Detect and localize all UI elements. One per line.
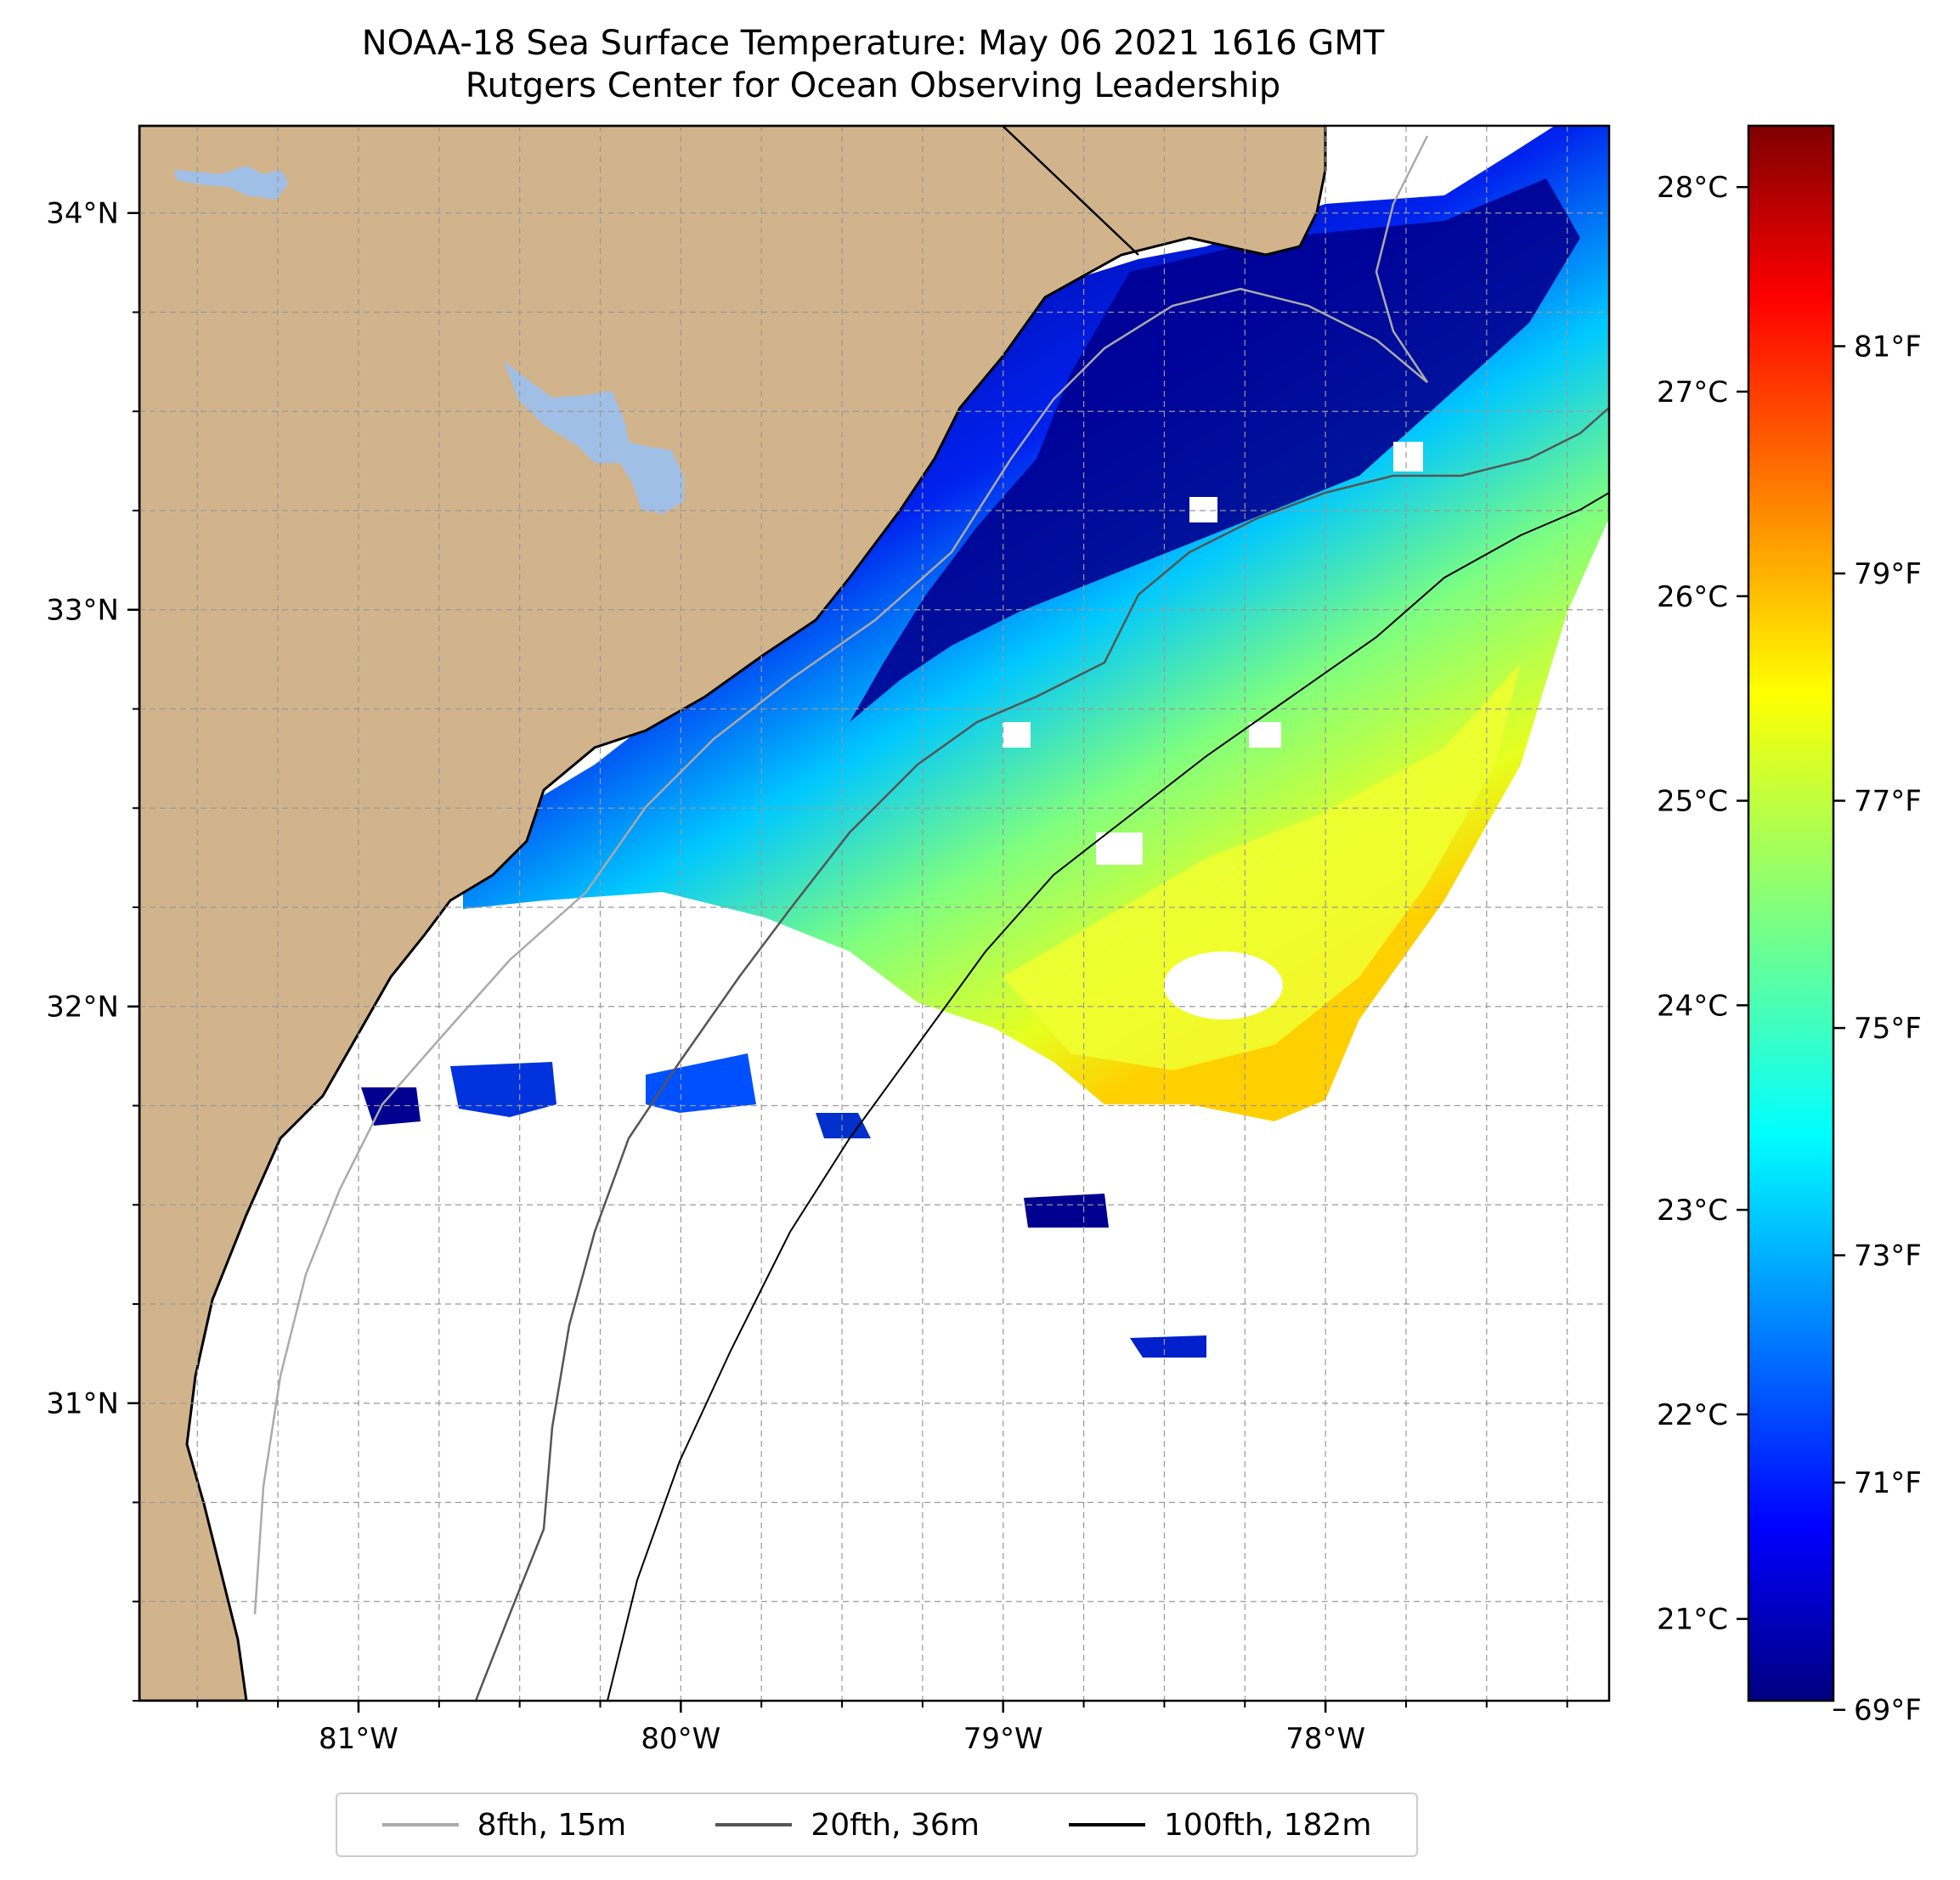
colorbar-ticks: 21°C 22°C 23°C 24°C 25°C 26°C 27°C 28°C 69°F 71°F… <box>1657 171 1922 1727</box>
celsius-tick-label: 23°C <box>1657 1194 1728 1228</box>
isobath-15m <box>253 135 1429 1615</box>
cloud-gap <box>1189 497 1217 522</box>
colorbar <box>1747 124 1835 1702</box>
y-tick-label: 32°N <box>46 991 119 1025</box>
title-line-1: NOAA-18 Sea Surface Temperature: May 06 … <box>361 24 1385 63</box>
x-tick-label: 81°W <box>319 1722 398 1756</box>
cloud-gap <box>1003 722 1031 748</box>
fahrenheit-tick-label: 69°F <box>1854 1694 1922 1728</box>
celsius-tick-label: 28°C <box>1657 171 1728 205</box>
lake <box>504 361 684 514</box>
celsius-tick-label: 22°C <box>1657 1398 1728 1432</box>
sst-patch <box>1130 1335 1206 1358</box>
chart-title: NOAA-18 Sea Surface Temperature: May 06 … <box>0 22 1746 107</box>
axis-labels: 81°W 80°W 79°W 78°W 34°N 33°N 32°N 31°N <box>46 197 1568 1756</box>
state-border <box>1002 126 1139 256</box>
fahrenheit-tick-label: 75°F <box>1854 1012 1922 1046</box>
land-mass <box>139 126 1327 1701</box>
fahrenheit-tick-label: 77°F <box>1854 785 1922 819</box>
cloud-gap <box>1096 833 1143 865</box>
legend-item-100fth: 100fth, 182m <box>1069 1808 1371 1843</box>
legend-label: 20fth, 36m <box>811 1807 980 1843</box>
legend-item-20fth: 20fth, 36m <box>715 1808 980 1843</box>
y-tick-label: 31°N <box>46 1387 119 1421</box>
sst-patch <box>816 1113 871 1138</box>
x-tick-label: 80°W <box>641 1722 720 1756</box>
graticule <box>139 126 1609 1701</box>
sst-patch <box>646 1053 756 1113</box>
sst-patch <box>450 1062 556 1117</box>
legend-swatch <box>715 1823 793 1826</box>
x-tick-label: 78°W <box>1285 1722 1365 1756</box>
isobath-36m <box>474 407 1609 1701</box>
y-tick-label: 33°N <box>46 594 119 628</box>
lake <box>174 166 289 200</box>
legend: 8fth, 15m 20fth, 36m 100fth, 182m <box>336 1792 1418 1857</box>
y-tick-label: 34°N <box>46 197 119 231</box>
map-frame <box>138 124 1611 1702</box>
legend-label: 100fth, 182m <box>1164 1807 1372 1843</box>
sst-warm-region <box>1003 663 1521 1070</box>
celsius-tick-label: 21°C <box>1657 1603 1728 1637</box>
title-line-2: Rutgers Center for Ocean Observing Leade… <box>465 66 1281 105</box>
legend-swatch <box>1069 1823 1146 1826</box>
legend-swatch <box>381 1823 459 1826</box>
cloud-gap <box>1164 951 1283 1019</box>
sst-patch <box>1024 1194 1109 1228</box>
celsius-tick-label: 26°C <box>1657 580 1728 614</box>
celsius-tick-label: 25°C <box>1657 785 1728 819</box>
legend-item-8fth: 8fth, 15m <box>381 1807 627 1843</box>
celsius-tick-label: 24°C <box>1657 989 1728 1023</box>
isobath-182m <box>607 492 1609 1701</box>
fahrenheit-tick-label: 81°F <box>1854 330 1922 364</box>
sst-cool-region <box>850 178 1580 722</box>
legend-label: 8fth, 15m <box>477 1807 627 1843</box>
x-tick-label: 79°W <box>963 1722 1043 1756</box>
cloud-gap <box>1393 442 1423 471</box>
cloud-gap <box>1249 722 1281 748</box>
fahrenheit-tick-label: 71°F <box>1854 1466 1922 1500</box>
celsius-tick-label: 27°C <box>1657 375 1728 409</box>
fahrenheit-tick-label: 73°F <box>1854 1239 1922 1273</box>
fahrenheit-tick-label: 79°F <box>1854 557 1922 591</box>
